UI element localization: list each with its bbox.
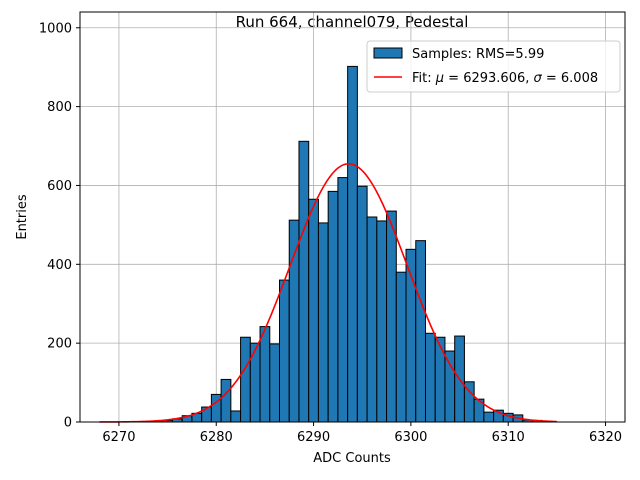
plot-frame (79, 11, 626, 423)
histogram-bar (298, 140, 310, 423)
x-tick-label: 6310 (492, 430, 525, 445)
y-tick-label: 600 (47, 179, 72, 194)
histogram-bar (434, 336, 446, 423)
histogram-bar (386, 210, 397, 423)
histogram-bar (415, 240, 426, 423)
histogram-bar (317, 222, 329, 423)
histogram-bar (220, 378, 232, 423)
histogram-bar (366, 216, 378, 423)
histogram-bar (483, 411, 495, 423)
legend-histogram-swatch (373, 47, 403, 59)
legend-fit-sigma-symbol: σ (534, 71, 543, 86)
histogram-bar (230, 410, 242, 423)
histogram-bar (347, 65, 358, 423)
x-tick-label: 6320 (589, 430, 622, 445)
legend-histogram-label: Samples: RMS=5.99 (412, 47, 544, 62)
histogram-bar (424, 332, 436, 423)
histogram-bar (444, 350, 456, 423)
x-axis-label: ADC Counts (313, 451, 391, 466)
histogram-bar (269, 343, 281, 423)
x-tick-label: 6270 (102, 430, 135, 445)
histogram-bar (395, 271, 407, 423)
legend-fit-prefix: Fit: (412, 71, 436, 86)
histogram-bar (337, 177, 349, 423)
histogram-bar (356, 185, 368, 423)
x-tick-label: 6290 (297, 430, 330, 445)
legend-fit-label: Fit: μ = 6293.606, σ = 6.008 (412, 71, 598, 86)
legend-fit-mu-value: = 6293.606, (444, 71, 533, 86)
histogram-bar (288, 219, 300, 423)
x-axis-ticks: 6270 6280 6290 6300 6310 6320 (102, 422, 622, 445)
y-tick-label: 800 (47, 100, 72, 115)
chart-title: Run 664, channel079, Pedestal (236, 13, 469, 31)
histogram-bar (327, 190, 339, 423)
legend-fit-mu-symbol: μ (435, 71, 444, 86)
y-tick-label: 0 (64, 416, 72, 431)
histogram-bar (308, 198, 319, 423)
histogram-bar (240, 336, 251, 423)
y-tick-label: 200 (47, 337, 72, 352)
legend-fit-sigma-value: = 6.008 (542, 71, 598, 86)
histogram-bar (259, 326, 271, 423)
legend-box (366, 40, 621, 93)
x-tick-label: 6300 (394, 430, 427, 445)
y-axis-label: Entries (15, 194, 30, 240)
x-tick-label: 6280 (200, 430, 233, 445)
y-tick-label: 400 (47, 258, 72, 273)
histogram-bars (152, 65, 553, 423)
legend: Samples: RMS=5.99 Fit: μ = 6293.606, σ =… (366, 40, 621, 93)
histogram-bar (279, 279, 290, 423)
histogram-bar (376, 220, 388, 423)
fit-curve (99, 162, 557, 423)
y-tick-label: 1000 (39, 21, 72, 36)
y-axis-ticks: 0 200 400 600 800 1000 (39, 21, 80, 431)
